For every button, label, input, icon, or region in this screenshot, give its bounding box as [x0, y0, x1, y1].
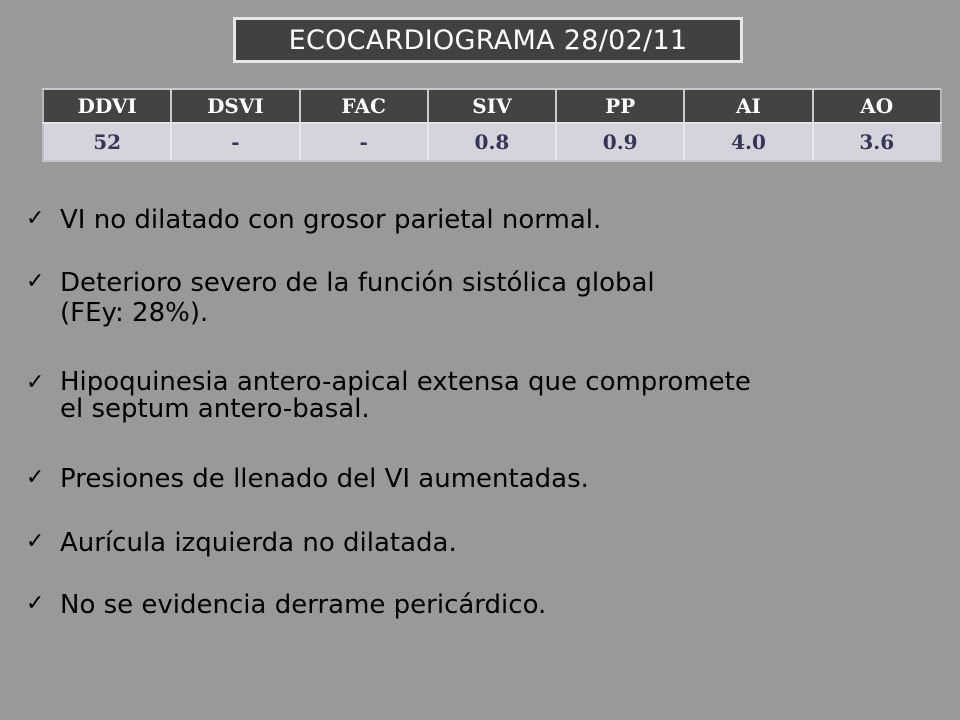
list-item: ✓ Aurícula izquierda no dilatada. [26, 528, 946, 559]
column-header-siv: SIV [426, 88, 558, 124]
checkmark-icon: ✓ [26, 465, 45, 491]
column-header-pp: PP [555, 88, 686, 124]
column-header-dsvi: DSVI [170, 88, 301, 124]
echocardiogram-measurements-table: DDVI DSVI FAC SIV PP AI AO 52 - - 0.8 0.… [41, 88, 942, 162]
list-item: ✓ Presiones de llenado del VI aumentadas… [26, 464, 946, 495]
cell-pp: 0.9 [555, 123, 686, 162]
checkmark-icon: ✓ [26, 206, 45, 231]
column-header-ao: AO [811, 88, 942, 124]
list-item-text: VI no dilatado con grosor parietal norma… [60, 205, 602, 235]
checkmark-icon: ✓ [26, 370, 45, 396]
list-item-text: Aurícula izquierda no dilatada. [60, 527, 457, 558]
list-item-text: Presiones de llenado del VI aumentadas. [60, 464, 589, 495]
slide-title-box: ECOCARDIOGRAMA 28/02/11 [233, 17, 743, 63]
list-item: ✓ No se evidencia derrame pericárdico. [26, 590, 946, 621]
list-item-text: Deterioro severo de la función sistólica… [60, 267, 655, 329]
checkmark-icon: ✓ [26, 591, 45, 617]
column-header-ai: AI [683, 88, 814, 124]
column-header-ddvi: DDVI [41, 88, 173, 124]
list-item-text: Hipoquinesia antero-apical extensa que c… [60, 367, 751, 424]
list-item-text: No se evidencia derrame pericárdico. [60, 590, 547, 621]
cell-siv: 0.8 [426, 123, 558, 162]
table-header-row: DDVI DSVI FAC SIV PP AI AO [41, 88, 942, 124]
list-item: ✓ VI no dilatado con grosor parietal nor… [26, 205, 946, 236]
cell-fac: - [298, 123, 429, 162]
cell-ao: 3.6 [811, 123, 942, 162]
cell-ai: 4.0 [683, 123, 814, 162]
cell-dsvi: - [170, 123, 301, 162]
table-row: 52 - - 0.8 0.9 4.0 3.6 [41, 123, 942, 162]
column-header-fac: FAC [298, 88, 429, 124]
page-title: ECOCARDIOGRAMA 28/02/11 [288, 24, 688, 56]
checkmark-icon: ✓ [26, 528, 45, 554]
cell-ddvi: 52 [41, 123, 173, 162]
list-item: ✓ Hipoquinesia antero-apical extensa que… [26, 369, 946, 422]
findings-list: ✓ VI no dilatado con grosor parietal nor… [26, 205, 946, 621]
checkmark-icon: ✓ [26, 268, 45, 294]
list-item: ✓ Deterioro severo de la función sistóli… [26, 268, 946, 329]
